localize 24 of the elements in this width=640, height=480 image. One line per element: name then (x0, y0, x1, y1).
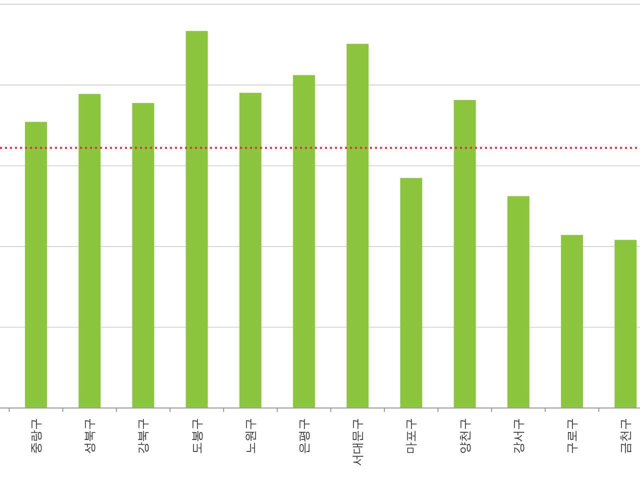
bar (454, 100, 476, 408)
x-tick-label: 중랑구 (29, 418, 43, 454)
x-tick-label: 은평구 (297, 418, 311, 454)
x-tick-label: 양천구 (458, 418, 472, 454)
x-tick-label: 금천구 (618, 418, 633, 454)
x-tick-label: 서대문구 (350, 418, 365, 466)
bar (346, 44, 369, 408)
bar (561, 234, 583, 408)
bar (507, 196, 530, 408)
x-tick-label: 마포구 (404, 418, 418, 454)
x-tick-label: 노원구 (243, 418, 258, 454)
bar (614, 240, 637, 408)
bar (239, 92, 262, 408)
bar (25, 122, 47, 408)
x-tick-label: 강북구 (136, 418, 150, 454)
x-tick-label: 성북구 (82, 418, 97, 454)
bar (293, 75, 315, 408)
bar (400, 178, 422, 408)
x-tick-label: 구로구 (565, 418, 579, 454)
x-tick-label: 강서구 (511, 418, 526, 454)
bar (78, 94, 101, 408)
x-tick-label: 도봉구 (190, 418, 204, 454)
bar (186, 31, 208, 408)
bar (132, 103, 154, 408)
